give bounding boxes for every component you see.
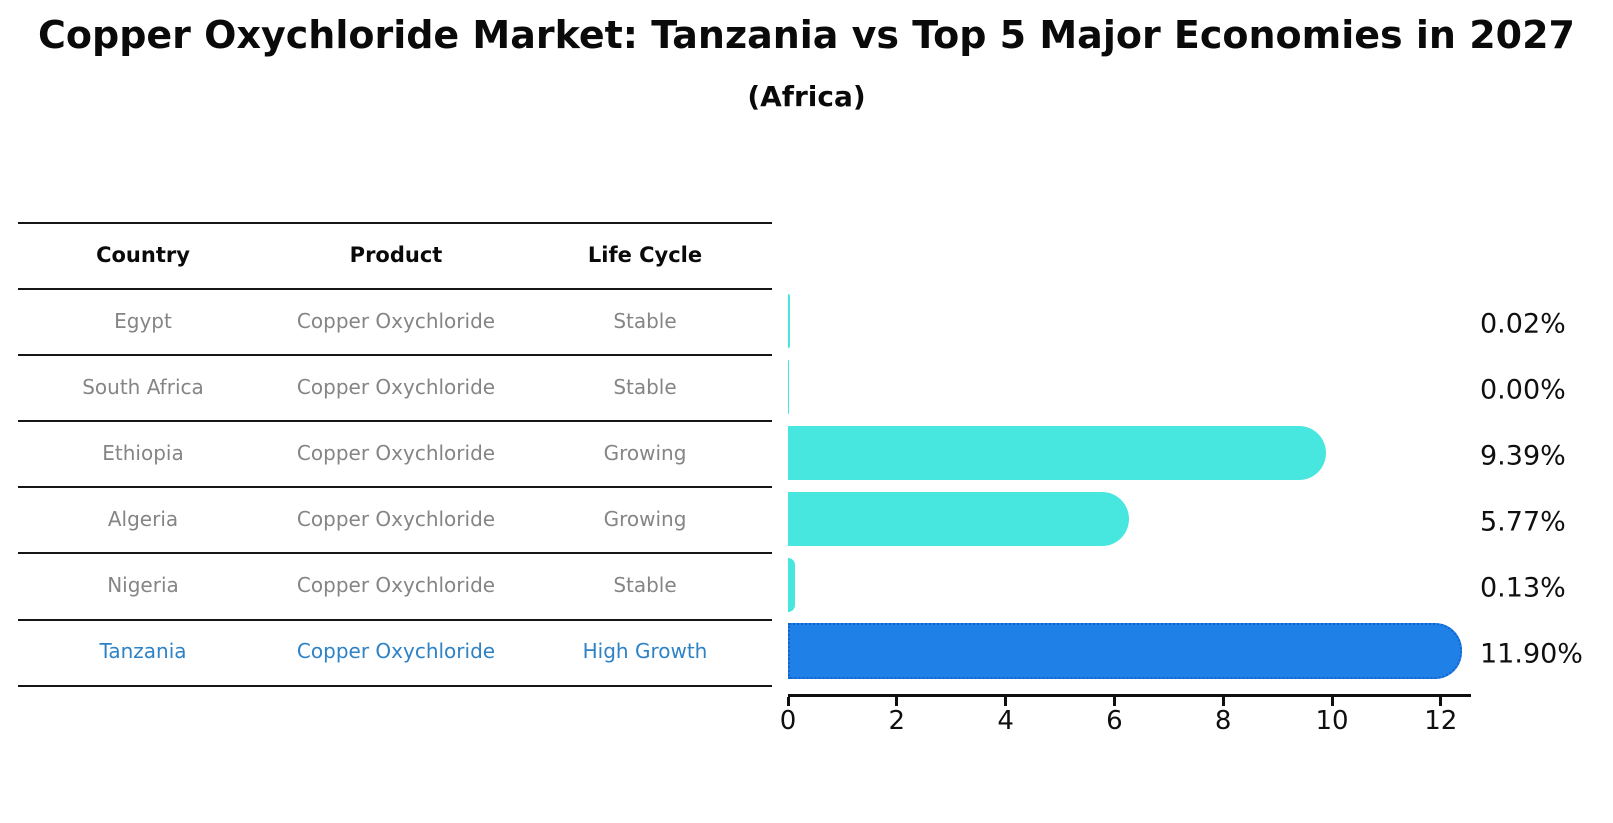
x-axis-tick-label: 0 xyxy=(779,706,797,736)
x-axis-tick xyxy=(1439,697,1443,706)
country-cell: South Africa xyxy=(82,375,204,399)
table-separator-line xyxy=(18,552,772,554)
table-header-country: Country xyxy=(96,243,190,267)
table-separator-line xyxy=(18,354,772,356)
life-cycle-cell: Growing xyxy=(603,507,687,531)
x-axis-tick-label: 10 xyxy=(1315,706,1349,736)
table-separator-line xyxy=(18,685,772,687)
x-axis-tick-label: 2 xyxy=(888,706,906,736)
table-header-product: Product xyxy=(349,243,443,267)
table-header-life-cycle: Life Cycle xyxy=(587,243,703,267)
bar-value-label: 0.13% xyxy=(1480,572,1566,604)
country-cell: Nigeria xyxy=(107,573,179,597)
x-axis-tick-label: 6 xyxy=(1106,706,1123,736)
x-axis-tick-label: 4 xyxy=(997,706,1014,736)
product-cell: Copper Oxychloride xyxy=(296,639,496,663)
life-cycle-cell: Stable xyxy=(613,573,677,597)
bar-highlight xyxy=(788,623,1463,679)
x-axis-tick xyxy=(1112,697,1116,706)
x-axis-tick-label: 8 xyxy=(1214,706,1232,736)
life-cycle-cell: Stable xyxy=(613,309,677,333)
bar xyxy=(788,492,1129,546)
product-cell: Copper Oxychloride xyxy=(296,375,496,399)
chart-subtitle: (Africa) xyxy=(747,80,866,113)
table-separator-line xyxy=(18,222,772,224)
product-cell: Copper Oxychloride xyxy=(296,441,496,465)
x-axis-tick xyxy=(1330,697,1334,706)
table-separator-line xyxy=(18,619,772,621)
bar-value-label: 11.90% xyxy=(1480,638,1583,670)
x-axis-tick xyxy=(786,697,790,706)
country-cell: Tanzania xyxy=(99,639,187,663)
product-cell: Copper Oxychloride xyxy=(296,309,496,333)
life-cycle-cell: Growing xyxy=(603,441,687,465)
x-axis-tick xyxy=(1004,697,1008,706)
chart-title: Copper Oxychloride Market: Tanzania vs T… xyxy=(38,13,1575,57)
bar-value-label: 0.00% xyxy=(1480,374,1566,406)
product-cell: Copper Oxychloride xyxy=(296,507,496,531)
table-separator-line xyxy=(18,420,772,422)
life-cycle-cell: High Growth xyxy=(582,639,708,663)
bar xyxy=(788,426,1326,480)
bar-value-label: 9.39% xyxy=(1480,440,1566,472)
bar xyxy=(788,360,790,414)
life-cycle-cell: Stable xyxy=(613,375,677,399)
x-axis-tick xyxy=(1221,697,1225,706)
x-axis-tick-label: 12 xyxy=(1424,706,1458,736)
country-cell: Ethiopia xyxy=(102,441,184,465)
country-cell: Algeria xyxy=(107,507,179,531)
bar-value-label: 5.77% xyxy=(1480,506,1566,538)
product-cell: Copper Oxychloride xyxy=(296,573,496,597)
table-separator-line xyxy=(18,288,772,290)
country-cell: Egypt xyxy=(114,309,172,333)
bar-value-label: 0.02% xyxy=(1480,308,1566,340)
table-separator-line xyxy=(18,486,772,488)
x-axis-line xyxy=(788,694,1471,697)
x-axis-tick xyxy=(895,697,899,706)
bar xyxy=(788,558,796,612)
bar xyxy=(788,294,790,348)
